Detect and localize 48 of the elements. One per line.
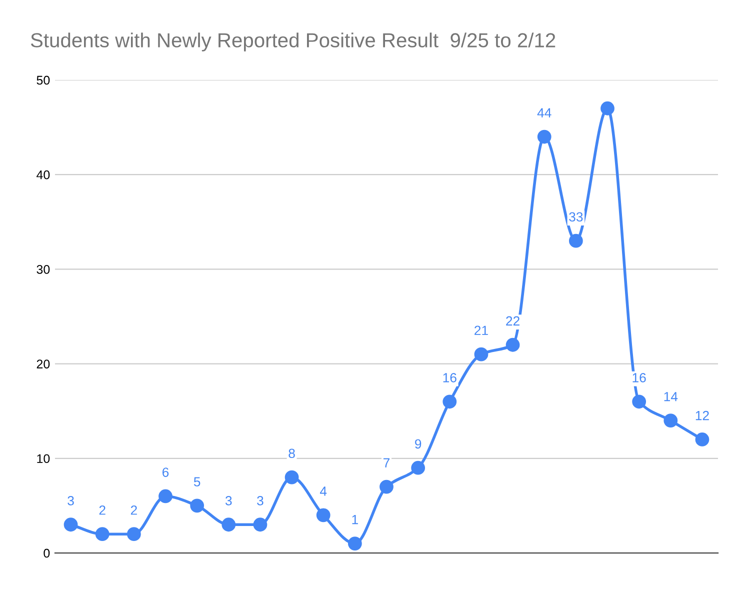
data-label: 6 <box>162 468 169 477</box>
point <box>284 470 299 484</box>
y-tick-label: 10 <box>37 454 50 464</box>
y-tick-label: 40 <box>36 170 50 180</box>
point <box>253 518 268 532</box>
point <box>568 234 583 248</box>
data-label: 16 <box>632 373 646 382</box>
y-tick-label: 50 <box>36 76 50 85</box>
point <box>664 414 678 428</box>
point <box>348 536 362 550</box>
point <box>222 518 236 532</box>
data-label: 14 <box>664 392 678 402</box>
data-label: 21 <box>474 326 488 335</box>
data-label: 8 <box>288 448 295 458</box>
data-label: 1 <box>352 515 358 524</box>
point <box>126 527 141 542</box>
point <box>190 498 204 513</box>
data-label: 4 <box>320 486 327 496</box>
data-label: 2 <box>99 505 106 515</box>
point <box>158 489 172 504</box>
data-label: 9 <box>415 439 422 449</box>
data-label: 3 <box>225 496 232 506</box>
point <box>95 527 110 542</box>
point <box>474 347 488 362</box>
data-label: 2 <box>130 505 137 515</box>
data-label: 7 <box>384 458 390 468</box>
y-tick-label: 0 <box>44 548 50 558</box>
y-tick-label: 20 <box>36 360 50 368</box>
data-label: 22 <box>506 316 520 326</box>
data-label: 12 <box>696 410 709 420</box>
data-label: 16 <box>443 373 456 382</box>
data-label: 44 <box>537 108 552 118</box>
point <box>316 508 330 522</box>
point <box>380 480 394 494</box>
point <box>600 101 614 116</box>
point <box>506 338 520 352</box>
data-label: 3 <box>257 496 264 506</box>
point <box>64 518 78 532</box>
point <box>537 130 552 144</box>
point <box>632 394 646 409</box>
data-label: 33 <box>569 212 583 222</box>
point <box>695 432 710 446</box>
data-label: 5 <box>194 477 200 486</box>
point <box>442 394 457 409</box>
chart-title: Students with Newly Reported Positive Result 9/25 to 2/12 <box>30 32 556 52</box>
data-label: 3 <box>68 496 74 506</box>
point <box>411 460 426 475</box>
y-tick-label: 30 <box>36 265 50 274</box>
